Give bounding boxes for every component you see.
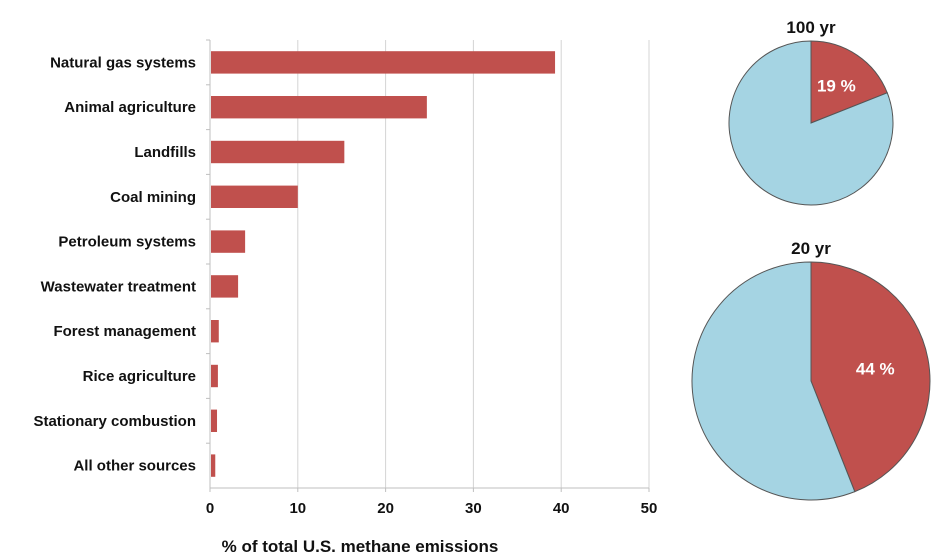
pie-slice <box>810 40 888 124</box>
bar <box>211 96 427 119</box>
pie-slice <box>728 40 894 206</box>
bar <box>211 320 219 343</box>
bar <box>211 364 218 388</box>
category-label: Forest management <box>53 323 196 340</box>
category-label: Landfills <box>134 144 196 161</box>
category-label: All other sources <box>73 458 196 475</box>
bar <box>211 230 246 253</box>
bar-chart: Natural gas systems Animal agriculture Lan… <box>33 39 658 556</box>
bar <box>211 454 216 477</box>
category-label: Petroleum systems <box>58 234 196 251</box>
x-tick-label: 20 <box>377 500 394 517</box>
pie-title: 100 yr <box>786 18 836 37</box>
x-axis-title: % of total U.S. methane emissions <box>222 537 499 556</box>
category-label: Wastewater treatment <box>41 278 196 295</box>
pie-slice-label: 44 % <box>856 360 895 379</box>
x-tick-label: 0 <box>206 500 214 517</box>
category-label: Coal mining <box>110 189 196 206</box>
category-label: Animal agriculture <box>64 99 196 116</box>
pie-slice-label: 19 % <box>817 77 856 96</box>
bar <box>211 185 298 208</box>
pie-chart-100-yr: 100 yr 19 % <box>728 18 894 206</box>
bar <box>211 275 239 298</box>
bar <box>211 409 218 432</box>
category-label: Rice agriculture <box>83 368 196 385</box>
bar <box>211 140 345 164</box>
category-label: Stationary combustion <box>33 413 196 430</box>
bar <box>211 51 556 74</box>
pie-chart-20-yr: 20 yr 44 % <box>691 239 931 501</box>
pie-slice <box>691 261 856 501</box>
x-tick-label: 10 <box>289 500 306 517</box>
x-tick-label: 30 <box>465 500 482 517</box>
category-label: Natural gas systems <box>50 54 196 71</box>
x-tick-label: 50 <box>641 500 658 517</box>
pie-slice <box>810 261 931 493</box>
x-tick-label: 40 <box>553 500 570 517</box>
pie-title: 20 yr <box>791 239 831 258</box>
